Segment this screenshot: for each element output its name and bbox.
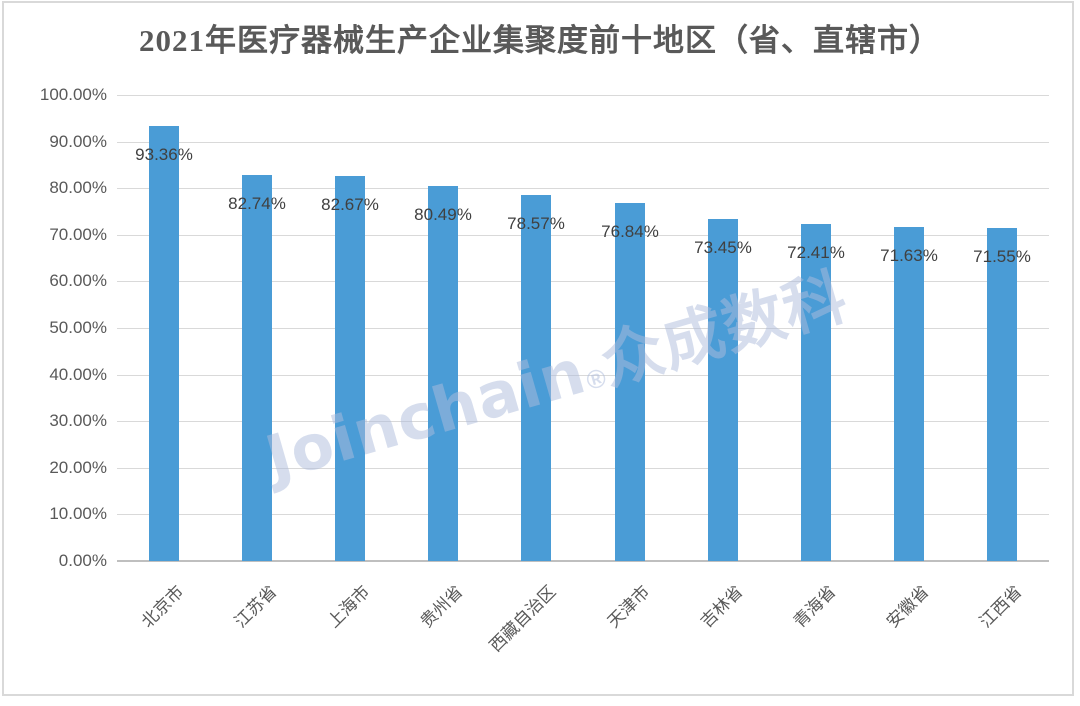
bar [708,219,738,561]
y-axis-label: 40.00% [49,365,107,384]
y-axis-label: 20.00% [49,458,107,477]
y-axis-label: 30.00% [49,411,107,430]
bar [894,227,924,561]
bar-value-label: 78.57% [507,214,565,233]
gridline [117,188,1049,189]
bar-value-label: 72.41% [787,243,845,262]
gridline [117,328,1049,329]
bar-value-label: 82.67% [321,195,379,214]
bar-value-label: 76.84% [601,222,659,241]
y-axis-label: 0.00% [58,551,107,570]
gridline [117,468,1049,469]
bar [242,175,272,561]
bar-value-label: 73.45% [694,238,752,257]
chart-title: 2021年医疗器械生产企业集聚度前十地区（省、直辖市） [139,23,941,58]
y-axis-label: 60.00% [49,271,107,290]
gridline [117,375,1049,376]
y-axis: 100.00% 90.00% 80.00% 70.00% 60.00% 50.00% 40.… [0,0,107,706]
bar-value-label: 82.74% [228,194,286,213]
bar [615,203,645,561]
y-axis-label: 100.00% [39,85,107,104]
y-axis-label: 10.00% [49,504,107,523]
y-axis-label: 90.00% [49,132,107,151]
plot-area: 93.36% 北京市 82.74% 江苏省 82.67% 上海市 80.49% 贵州省 78.5… [117,95,1049,656]
bar-value-label: 93.36% [135,145,193,164]
bar-value-label: 71.55% [973,247,1031,266]
bar [521,195,551,561]
y-axis-label: 50.00% [49,318,107,337]
gridline [117,95,1049,96]
bar [149,126,179,561]
gridline [117,142,1049,143]
bar [987,228,1017,561]
bar-value-label: 71.63% [880,246,938,265]
x-axis-line [117,560,1049,562]
bar [801,224,831,561]
gridline [117,281,1049,282]
y-axis-label: 70.00% [49,225,107,244]
bar [428,186,458,561]
y-axis-label: 80.00% [49,178,107,197]
bar [335,176,365,561]
gridline [117,235,1049,236]
gridline [117,514,1049,515]
bar-value-label: 80.49% [414,205,472,224]
gridline [117,421,1049,422]
